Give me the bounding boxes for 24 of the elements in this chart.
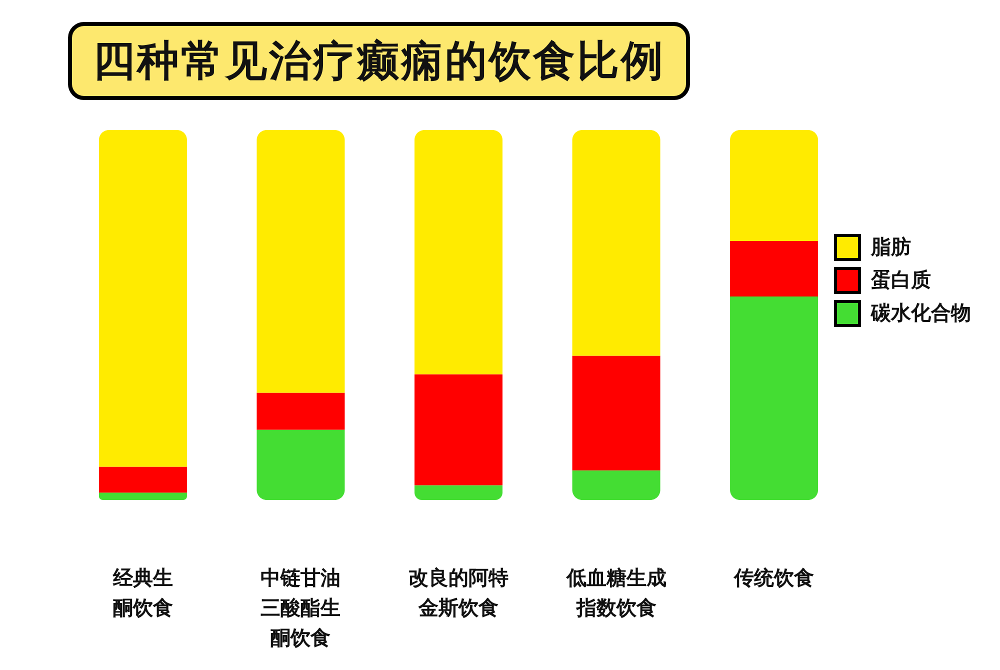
- chart-title: 四种常见治疗癫痫的饮食比例: [68, 22, 690, 100]
- legend-label: 碳水化合物: [870, 300, 971, 324]
- bar: [256, 130, 345, 393]
- x-tick-label: 低血糖生成指数饮食: [565, 566, 666, 620]
- x-tick-label: 传统饮食: [733, 566, 814, 590]
- bar: [256, 430, 345, 500]
- legend-label: 蛋白质: [870, 268, 931, 292]
- bar: [256, 392, 345, 430]
- legend-label: 脂肪: [870, 234, 911, 258]
- bar: [98, 492, 187, 500]
- bar: [572, 356, 660, 470]
- bar: [98, 130, 187, 467]
- bar: [572, 470, 660, 500]
- bar: [730, 296, 818, 500]
- bar: [414, 485, 502, 500]
- x-tick-label: 改良的阿特金斯饮食: [408, 566, 508, 620]
- x-tick-label: 经典生酮饮食: [112, 566, 173, 620]
- bar: [414, 374, 502, 486]
- bar: [414, 130, 502, 374]
- bar: [730, 241, 818, 296]
- bar: [730, 130, 818, 241]
- x-tick-label: 中链甘油三酸酯生酮饮食: [260, 566, 341, 650]
- bar: [98, 466, 187, 493]
- bar: [572, 130, 660, 356]
